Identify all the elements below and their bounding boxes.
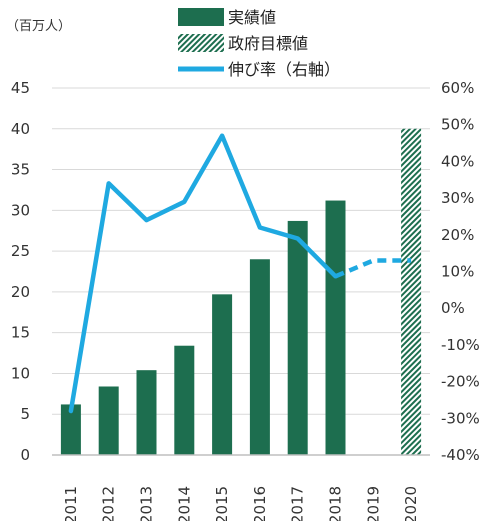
x-tick-label: 2015 bbox=[213, 486, 231, 521]
y-tick-label: 40 bbox=[11, 120, 30, 138]
x-tick-label: 2017 bbox=[289, 486, 307, 521]
y-tick-label: 20 bbox=[11, 283, 30, 301]
legend: 実績値 政府目標値 伸び率（右軸） bbox=[178, 8, 340, 79]
actual-bar bbox=[325, 200, 346, 455]
y-axis-ticks: 0 5 10 15 20 25 30 35 40 45 bbox=[11, 79, 30, 464]
actual-bar bbox=[60, 404, 81, 455]
actual-bar bbox=[212, 294, 233, 455]
x-tick-label: 2013 bbox=[138, 486, 156, 521]
y-tick-label: 15 bbox=[11, 324, 30, 342]
x-tick-label: 2020 bbox=[402, 486, 420, 521]
y-tick-label: 30 bbox=[11, 201, 30, 219]
y2-tick-label: 40% bbox=[441, 152, 474, 170]
legend-label-target: 政府目標値 bbox=[228, 34, 308, 53]
x-tick-label: 2014 bbox=[175, 486, 193, 521]
growth-line-solid bbox=[68, 133, 338, 414]
y2-tick-label: -30% bbox=[441, 409, 480, 427]
y2-tick-label: 60% bbox=[441, 79, 474, 97]
legend-swatch-target bbox=[178, 34, 224, 52]
y-tick-label: 0 bbox=[20, 446, 30, 464]
legend-swatch-actual bbox=[178, 8, 224, 26]
y-axis-unit-label: （百万人） bbox=[6, 19, 71, 34]
actual-bar bbox=[249, 259, 270, 455]
x-tick-label: 2011 bbox=[62, 486, 80, 521]
y2-tick-label: 0% bbox=[441, 299, 465, 317]
legend-label-actual: 実績値 bbox=[228, 8, 276, 27]
actual-bar bbox=[98, 386, 119, 455]
y-tick-label: 5 bbox=[20, 405, 30, 423]
y2-axis-ticks: -40% -30% -20% -10% 0% 10% 20% 30% 40% 50% 60% bbox=[441, 79, 480, 464]
x-axis-ticks: 2011 2012 2013 2014 2015 2016 2017 2018 2019 2020 bbox=[62, 486, 420, 521]
x-tick-label: 2016 bbox=[251, 486, 269, 521]
y2-tick-label: -20% bbox=[441, 373, 480, 391]
x-tick-label: 2012 bbox=[100, 486, 118, 521]
gridlines bbox=[52, 87, 430, 415]
y2-tick-label: 50% bbox=[441, 116, 474, 134]
y-tick-label: 35 bbox=[11, 161, 30, 179]
actual-bar bbox=[174, 345, 195, 455]
bars bbox=[60, 128, 422, 455]
legend-label-growth: 伸び率（右軸） bbox=[228, 60, 340, 79]
y-tick-label: 10 bbox=[11, 364, 30, 382]
target-bar bbox=[401, 128, 422, 455]
growth-line-layer bbox=[68, 133, 412, 414]
actual-bar bbox=[287, 220, 308, 455]
y2-tick-label: 20% bbox=[441, 226, 474, 244]
y-tick-label: 45 bbox=[11, 79, 30, 97]
y2-tick-label: -10% bbox=[441, 336, 480, 354]
y-tick-label: 25 bbox=[11, 242, 30, 260]
growth-line-dashed bbox=[334, 258, 412, 279]
y2-tick-label: 30% bbox=[441, 189, 474, 207]
y2-tick-label: -40% bbox=[441, 446, 480, 464]
x-tick-label: 2019 bbox=[364, 486, 382, 521]
actual-bar bbox=[136, 370, 157, 455]
y2-tick-label: 10% bbox=[441, 263, 474, 281]
x-tick-label: 2018 bbox=[327, 486, 345, 521]
